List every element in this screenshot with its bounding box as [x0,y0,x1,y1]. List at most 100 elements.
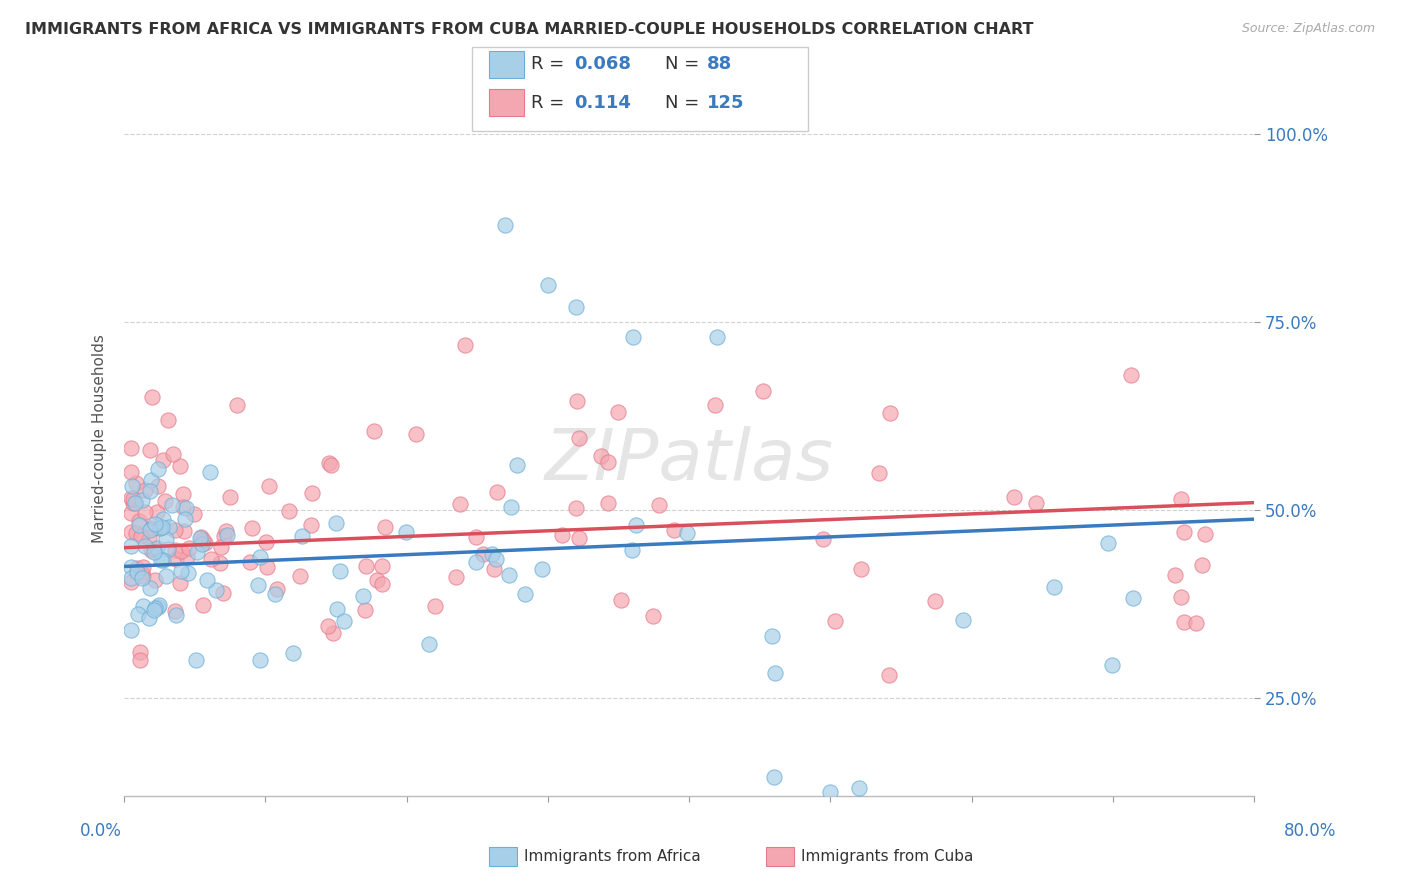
Point [145,541,167,555]
Point [148,521,170,535]
Point [215,527,238,541]
Point [879,406,901,420]
Point [139,473,162,487]
Point [141,391,163,405]
Point [505,458,527,473]
Point [607,404,630,418]
Point [495,218,517,232]
Point [139,483,162,498]
Point [146,479,169,493]
Point [256,559,278,574]
Point [1173,615,1195,630]
Point [176,550,198,565]
Point [172,500,194,514]
Point [131,566,153,581]
Point [498,567,520,582]
Point [120,465,142,479]
Point [170,544,193,558]
Point [1097,535,1119,549]
Point [283,646,305,660]
Point [155,533,177,547]
Point [152,512,174,526]
Point [120,524,142,539]
Point [240,521,263,535]
Point [129,528,152,542]
Point [212,529,235,543]
Point [1191,558,1213,572]
Point [120,575,142,590]
Point [366,573,388,587]
Point [120,624,142,638]
Point [120,539,142,553]
Point [1119,368,1142,382]
Point [321,458,343,473]
Point [120,491,142,505]
Point [152,452,174,467]
Point [125,565,148,579]
Point [449,497,471,511]
Point [134,539,156,553]
Point [134,483,156,498]
Point [301,486,323,500]
Point [186,545,208,559]
Point [132,560,155,574]
Point [155,569,177,583]
Text: 0.068: 0.068 [574,55,631,73]
Text: R =: R = [531,94,576,112]
Point [325,516,347,531]
Point [395,524,418,539]
Point [132,569,155,583]
Point [374,520,396,534]
Point [120,441,142,455]
Point [1185,615,1208,630]
Point [145,601,167,615]
Point [465,530,488,544]
Point [120,506,142,520]
Text: Immigrants from Cuba: Immigrants from Cuba [801,849,974,863]
Point [131,492,153,507]
Point [371,559,394,574]
Text: IMMIGRANTS FROM AFRICA VS IMMIGRANTS FROM CUBA MARRIED-COUPLE HOUSEHOLDS CORRELA: IMMIGRANTS FROM AFRICA VS IMMIGRANTS FRO… [25,22,1033,37]
Point [266,582,288,597]
Point [868,466,890,480]
Point [141,542,163,557]
Text: 125: 125 [707,94,745,112]
Point [537,277,560,292]
Point [257,479,280,493]
Point [848,781,870,796]
Point [591,449,613,463]
Text: Source: ZipAtlas.com: Source: ZipAtlas.com [1241,22,1375,36]
Point [165,542,187,557]
Point [138,531,160,545]
Point [405,427,427,442]
Point [596,496,619,510]
Point [198,465,221,479]
Point [143,603,166,617]
Point [194,536,217,550]
Point [173,524,195,538]
Point [121,479,143,493]
Text: 80.0%: 80.0% [1284,822,1337,840]
Point [648,498,671,512]
Point [172,487,194,501]
Point [465,555,488,569]
Point [249,653,271,667]
Point [120,571,142,585]
Point [122,496,145,510]
Point [139,443,162,458]
Point [568,432,591,446]
Point [481,547,503,561]
Point [550,528,572,542]
Point [134,505,156,519]
Point [157,413,180,427]
Point [565,500,588,515]
Point [146,600,169,615]
Point [215,524,238,538]
Point [621,330,644,344]
Point [291,529,314,543]
Point [824,614,846,628]
Point [219,490,242,504]
Text: N =: N = [665,55,704,73]
Point [138,611,160,625]
Point [568,531,591,545]
